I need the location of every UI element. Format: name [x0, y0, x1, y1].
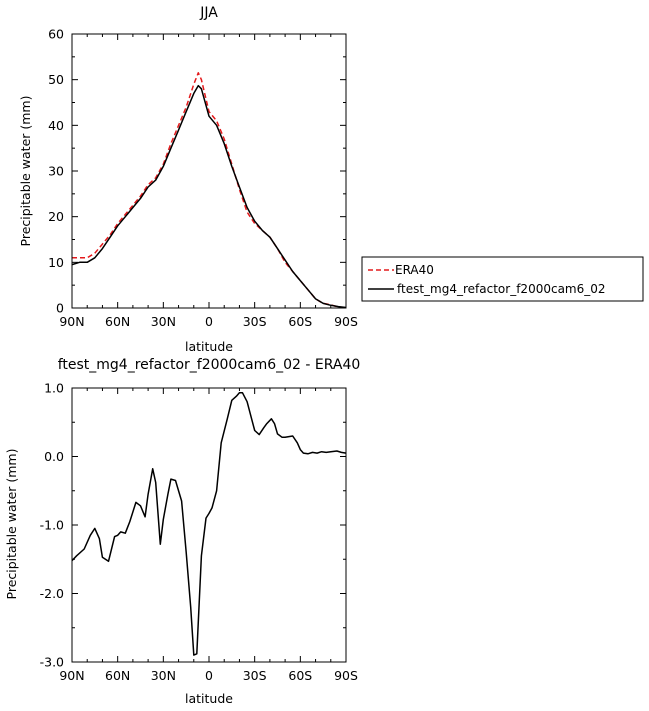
x-tick-label: 30N — [151, 314, 176, 329]
y-tick-label: 10 — [48, 255, 64, 270]
y-tick-label: 30 — [48, 164, 64, 179]
bottom-axes: 90N 60N 30N 0 30S 60S 90S -3.0 -2.0 -1.0 0.0 1.0 — [40, 381, 358, 684]
x-tick-label: 60S — [288, 314, 312, 329]
x-tick-label: 60N — [105, 668, 130, 683]
x-tick-label: 60S — [288, 668, 312, 683]
y-tick-label: 60 — [48, 27, 64, 42]
x-tick-label: 30S — [243, 314, 267, 329]
x-tick-label: 90S — [334, 668, 358, 683]
ftest-mg4-refactor-f2000cam6-02-line — [71, 84, 347, 309]
x-tick-label: 90N — [59, 314, 84, 329]
y-axis-label: Precipitable water (mm) — [4, 449, 19, 600]
y-tick-label: 40 — [48, 118, 64, 133]
y-tick-label: -3.0 — [40, 655, 64, 670]
y-tick-label: -2.0 — [40, 586, 64, 601]
x-tick-label: 90N — [59, 668, 84, 683]
x-tick-label: 30N — [151, 668, 176, 683]
x-tick-label: 60N — [105, 314, 130, 329]
y-tick-label: 20 — [48, 209, 64, 224]
legend-label-era40: ERA40 — [395, 263, 434, 277]
era40-line — [72, 72, 347, 309]
x-tick-label: 90S — [334, 314, 358, 329]
y-axis-label: Precipitable water (mm) — [18, 96, 33, 247]
legend-label-model: ftest_mg4_refactor_f2000cam6_02 — [397, 282, 606, 296]
y-tick-label: -1.0 — [40, 518, 64, 533]
x-axis-label: latitude — [185, 691, 233, 706]
top-plot-frame — [71, 33, 347, 309]
x-tick-label: 0 — [205, 668, 213, 683]
x-axis-label: latitude — [185, 339, 233, 354]
legend: ERA40 ftest_mg4_refactor_f2000cam6_02 — [361, 256, 644, 302]
bottom-plot-frame — [71, 387, 347, 663]
x-tick-label: 0 — [205, 314, 213, 329]
x-tick-label: 30S — [243, 668, 267, 683]
difference-title: ftest_mg4_refactor_f2000cam6_02 - ERA40 — [58, 357, 361, 373]
chart-title: JJA — [199, 5, 218, 21]
y-tick-label: 0.0 — [44, 449, 64, 464]
bottom-panel: ftest_mg4_refactor_f2000cam6_02 - ERA40 … — [4, 357, 360, 706]
y-tick-label: 0 — [56, 301, 64, 316]
difference-line — [71, 392, 347, 656]
top-axes: 90N 60N 30N 0 30S 60S 90S 0 10 20 30 40 50 60 — [48, 27, 358, 330]
top-panel: JJA 90N 60N 30N 0 30S 60S 90S 0 10 20 30 40 50 60 Pre… — [18, 5, 644, 354]
y-tick-label: 1.0 — [44, 381, 64, 396]
y-tick-label: 50 — [48, 72, 64, 87]
legend-box — [361, 256, 644, 302]
